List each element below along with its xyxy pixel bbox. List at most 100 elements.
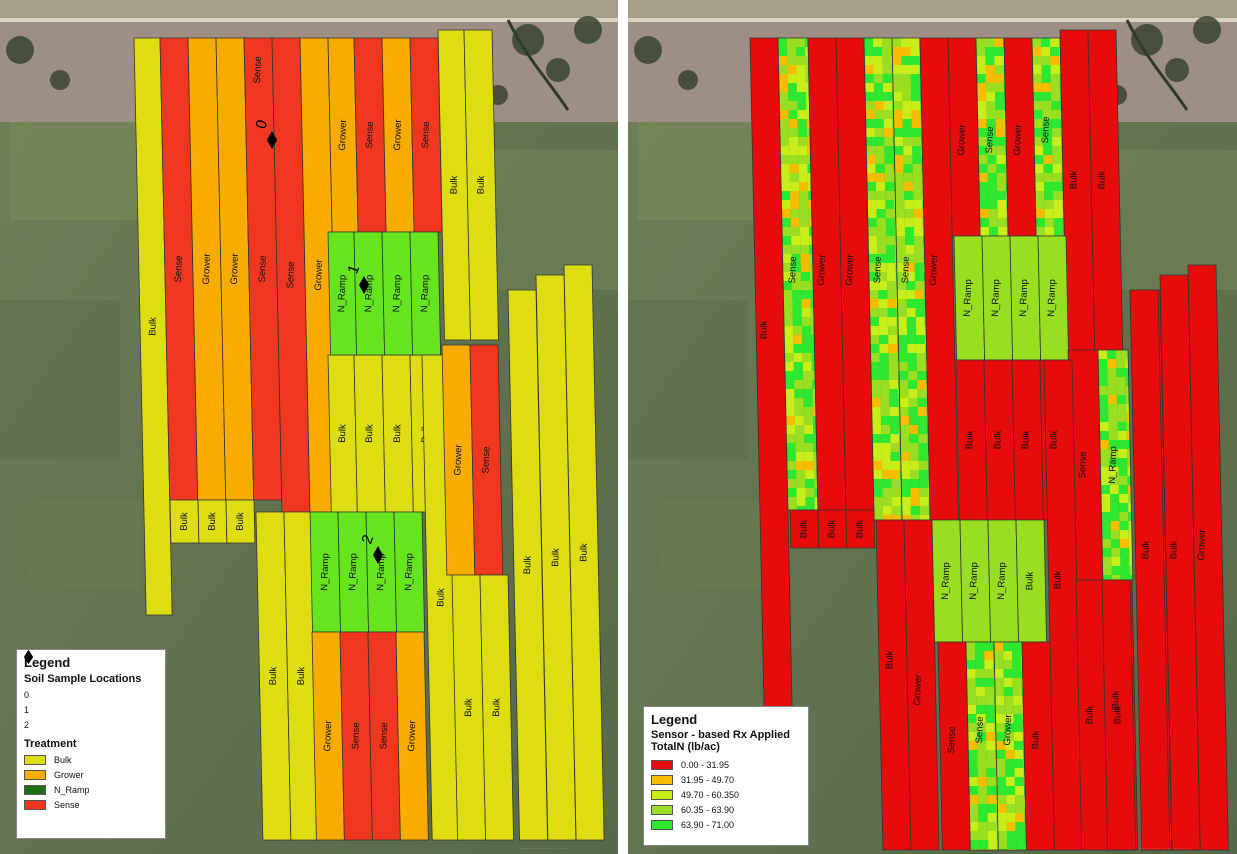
rate-cell xyxy=(1052,164,1062,173)
field-patch xyxy=(30,500,140,590)
rate-cell xyxy=(1101,512,1111,521)
rate-cell xyxy=(1119,503,1129,512)
imagery-credit: · · · · · · · · · · · · · · · · xyxy=(520,846,568,852)
rate-cell xyxy=(805,479,815,488)
rate-cell xyxy=(986,101,996,110)
rate-cell xyxy=(799,218,809,227)
rate-cell xyxy=(906,317,916,326)
legend-treatment-row: Sense xyxy=(24,797,158,812)
rate-cell xyxy=(896,263,906,272)
rate-cell xyxy=(790,209,800,218)
rate-cell xyxy=(996,822,998,831)
rate-cell xyxy=(873,506,883,515)
rate-cell xyxy=(872,425,882,434)
rate-cell xyxy=(781,227,791,236)
rate-cell xyxy=(898,362,908,371)
rate-cell xyxy=(1099,404,1109,413)
rate-cell xyxy=(797,119,807,128)
rate-cell xyxy=(898,389,900,398)
rate-cell xyxy=(801,290,811,299)
rate-cell xyxy=(904,209,914,218)
rate-cell xyxy=(1041,47,1051,56)
rate-cell xyxy=(796,74,806,83)
rate-cell xyxy=(907,344,917,353)
rate-cell xyxy=(867,182,877,191)
rate-cell xyxy=(920,101,922,110)
plot-label: Bulk xyxy=(364,424,376,443)
rate-cell xyxy=(1014,759,1024,768)
rate-cell xyxy=(872,461,882,470)
rate-cell xyxy=(1007,840,1017,849)
rate-cell xyxy=(1127,476,1131,485)
plot-label: Bulk xyxy=(992,430,1004,449)
rate-cell xyxy=(986,750,996,759)
rate-cell xyxy=(1016,849,1026,850)
rate-cell xyxy=(894,173,904,182)
rate-cell xyxy=(806,119,810,128)
plot-label: Grower xyxy=(1012,124,1024,156)
sample-point-marker[interactable] xyxy=(373,546,383,564)
rate-cell xyxy=(876,200,886,209)
rate-cell xyxy=(1005,777,1015,786)
rate-cell xyxy=(923,263,925,272)
rate-cell xyxy=(813,443,817,452)
rate-cell xyxy=(909,461,919,470)
rate-cell xyxy=(984,642,993,651)
rate-cell xyxy=(985,74,995,83)
rate-cell xyxy=(1129,548,1133,557)
plot-label: Bulk xyxy=(392,424,404,443)
rate-cell xyxy=(797,92,807,101)
rate-cell xyxy=(803,389,813,398)
rate-cell xyxy=(878,317,888,326)
rate-cell xyxy=(928,479,930,488)
rate-cell xyxy=(908,407,918,416)
sample-point-marker[interactable] xyxy=(267,131,277,149)
plot-label: Grower xyxy=(313,259,325,291)
rate-cell xyxy=(864,56,874,65)
rate-cell xyxy=(878,308,888,317)
rate-cell xyxy=(1005,155,1007,164)
legend-title: Legend xyxy=(651,712,698,727)
rate-cell xyxy=(917,371,927,380)
rate-cell xyxy=(876,191,886,200)
rate-cell xyxy=(1012,687,1022,696)
rate-cell xyxy=(889,380,899,389)
rate-cell xyxy=(883,110,893,119)
legend-point-row: 0 xyxy=(24,650,158,702)
legend-title: Legend xyxy=(24,655,71,670)
rate-cell xyxy=(795,452,805,461)
rate-cell xyxy=(926,398,928,407)
rate-cell xyxy=(975,651,985,660)
rate-cell xyxy=(791,254,801,263)
rate-cell xyxy=(788,101,798,110)
rate-cell xyxy=(1128,494,1132,503)
rate-cell xyxy=(912,164,922,173)
rate-cell xyxy=(986,768,996,777)
rate-cell xyxy=(918,461,928,470)
rate-cell xyxy=(1005,146,1007,155)
rate-cell xyxy=(910,479,920,488)
rate-cell xyxy=(895,227,905,236)
legend-class-row: 0.00 - 31.95 xyxy=(651,757,801,772)
rate-cell xyxy=(896,245,906,254)
rate-cell xyxy=(916,344,926,353)
rate-cell xyxy=(998,849,1008,850)
rate-cell xyxy=(1100,485,1110,494)
rate-cell xyxy=(805,56,809,65)
rate-cell xyxy=(1006,822,1016,831)
rate-cell xyxy=(795,461,805,470)
rate-cell xyxy=(1126,422,1130,431)
rate-cell xyxy=(884,155,894,164)
rate-cell xyxy=(921,164,923,173)
rate-cell xyxy=(795,425,805,434)
rate-cell xyxy=(888,362,898,371)
rate-cell xyxy=(809,236,813,245)
rate-cell xyxy=(805,497,815,506)
rate-cell xyxy=(894,164,904,173)
sample-point-marker[interactable] xyxy=(359,276,369,294)
rate-cell xyxy=(794,389,804,398)
rate-cell xyxy=(873,479,883,488)
rate-cell xyxy=(1004,128,1006,137)
plot-label: Grower xyxy=(229,253,241,285)
rate-cell xyxy=(899,407,909,416)
